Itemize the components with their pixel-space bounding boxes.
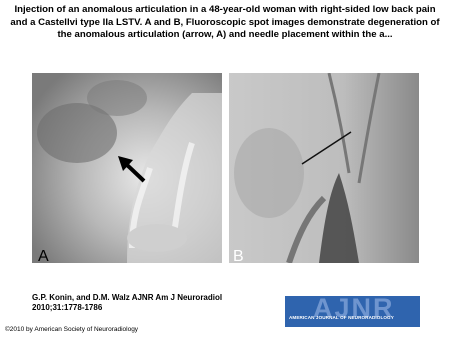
citation: G.P. Konin, and D.M. Walz AJNR Am J Neur… xyxy=(32,293,222,313)
title: Injection of an anomalous articulation i… xyxy=(10,4,440,40)
panel-label: B xyxy=(233,248,244,263)
panel-label: A xyxy=(38,248,49,263)
copyright: ©2010 by American Society of Neuroradiol… xyxy=(5,326,139,333)
citation-line: 2010;31:1778-1786 xyxy=(32,303,103,312)
xray-image-a: A xyxy=(32,73,222,263)
xray-image-b: B xyxy=(229,73,419,263)
citation-line: G.P. Konin, and D.M. Walz AJNR Am J Neur… xyxy=(32,293,223,302)
logo-subtitle: AMERICAN JOURNAL OF NEURORADIOLOGY xyxy=(289,315,394,320)
logo-name: AJNR xyxy=(313,296,395,323)
journal-logo: AJNR AMERICAN JOURNAL OF NEURORADIOLOGY xyxy=(285,296,420,327)
